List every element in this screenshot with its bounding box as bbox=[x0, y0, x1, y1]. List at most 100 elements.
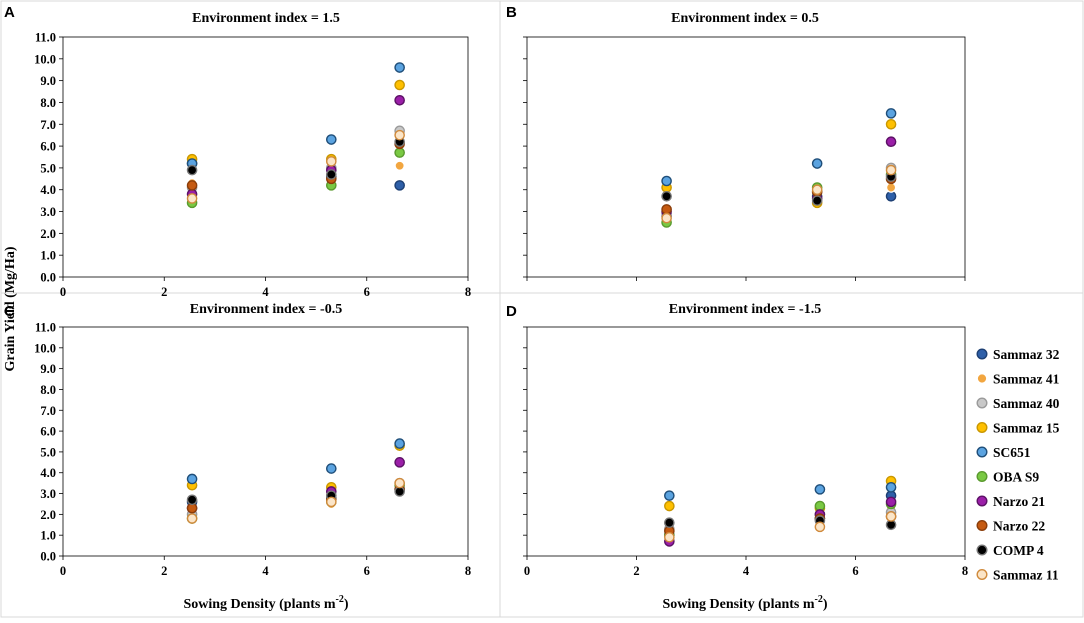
data-point-narzo-21 bbox=[394, 94, 405, 106]
y-tick-label: 7.0 bbox=[40, 404, 56, 418]
legend-item: Sammaz 11 bbox=[976, 568, 1059, 583]
x-tick-label: 4 bbox=[743, 564, 750, 578]
data-point-narzo-21 bbox=[885, 496, 897, 508]
legend-label: Narzo 21 bbox=[993, 494, 1045, 509]
data-point-sammaz-11 bbox=[394, 477, 405, 489]
panel-letter: A bbox=[4, 4, 15, 21]
legend-item: Sammaz 40 bbox=[976, 396, 1060, 411]
y-tick-label: 7.0 bbox=[40, 118, 56, 132]
legend-marker bbox=[976, 422, 988, 434]
legend-label: COMP 4 bbox=[993, 543, 1044, 558]
legend-item: Sammaz 32 bbox=[976, 347, 1060, 362]
data-point-narzo-21 bbox=[394, 457, 405, 468]
data-point-comp-4 bbox=[186, 494, 198, 506]
data-point-sc651 bbox=[661, 175, 672, 187]
data-point-sc651 bbox=[394, 62, 405, 73]
legend-label: Narzo 22 bbox=[993, 519, 1045, 534]
legend-marker bbox=[976, 569, 988, 581]
y-tick-label: 3.0 bbox=[40, 487, 56, 501]
plot-area bbox=[62, 326, 469, 557]
plot-area bbox=[62, 36, 469, 278]
legend-marker bbox=[976, 446, 988, 458]
legend-item: Narzo 21 bbox=[976, 494, 1045, 509]
panel-b: B Environment index = 0.5 bbox=[506, 4, 966, 281]
x-tick-label: 2 bbox=[161, 285, 167, 299]
plot-area bbox=[526, 36, 966, 278]
data-point-sammaz-11 bbox=[326, 496, 337, 508]
x-tick-label: 4 bbox=[262, 564, 269, 578]
x-tick-label: 0 bbox=[524, 564, 530, 578]
data-point-sammaz-11 bbox=[326, 156, 337, 167]
y-tick-label: 0.0 bbox=[40, 550, 56, 564]
data-point-sammaz-11 bbox=[885, 511, 897, 522]
panel-title: Environment index = -0.5 bbox=[190, 302, 342, 317]
panel-a: A Environment index = 1.5 0.0 1.0 2.0 3.0 4.0 5… bbox=[4, 4, 471, 299]
x-tick-label: 8 bbox=[465, 285, 471, 299]
data-point-sc651 bbox=[394, 438, 405, 449]
y-tick-label: 2.0 bbox=[40, 508, 56, 522]
legend-marker bbox=[976, 373, 988, 385]
y-axis-label: Grain Yield (Mg/Ha) bbox=[3, 246, 18, 371]
legend-marker bbox=[976, 471, 988, 483]
data-point-comp-4 bbox=[186, 164, 198, 176]
legend-label: Sammaz 40 bbox=[993, 396, 1060, 411]
legend-item: Sammaz 15 bbox=[976, 421, 1060, 436]
data-point-narzo-21 bbox=[885, 136, 897, 148]
data-point-sc651 bbox=[814, 484, 826, 495]
x-tick-label: 8 bbox=[962, 564, 968, 578]
y-tick-label: 5.0 bbox=[40, 445, 56, 459]
y-tick-label: 10.0 bbox=[34, 52, 56, 66]
panel-letter: B bbox=[506, 4, 517, 21]
legend-label: Sammaz 41 bbox=[993, 372, 1060, 387]
data-point-sammaz-32 bbox=[394, 180, 405, 191]
y-tick-label: 3.0 bbox=[40, 205, 56, 219]
x-tick-label: 0 bbox=[60, 564, 66, 578]
data-point-sammaz-15 bbox=[885, 118, 897, 130]
y-tick-label: 1.0 bbox=[40, 249, 56, 263]
y-tick-label: 9.0 bbox=[40, 74, 56, 88]
legend-marker bbox=[976, 348, 988, 360]
y-tick-label: 4.0 bbox=[40, 183, 56, 197]
legend-marker bbox=[976, 544, 988, 556]
data-point-sc651 bbox=[811, 158, 823, 169]
data-point-sc651 bbox=[186, 473, 198, 485]
legend-item: SC651 bbox=[976, 445, 1031, 460]
data-point-sc651 bbox=[885, 108, 897, 119]
data-point-comp-4 bbox=[664, 517, 675, 528]
data-point-sc651 bbox=[885, 481, 897, 493]
panel-d: D Environment index = -1.5 0 2 4 6 8 bbox=[506, 302, 968, 578]
legend-marker bbox=[976, 397, 988, 409]
legend-marker bbox=[976, 520, 988, 532]
y-tick-label: 1.0 bbox=[40, 529, 56, 543]
legend: Sammaz 32 Sammaz 41 Sammaz 40 Sammaz 15 SC65… bbox=[976, 347, 1060, 583]
legend-item: Sammaz 41 bbox=[976, 372, 1060, 387]
data-point-sammaz-11 bbox=[885, 164, 897, 176]
legend-item: OBA S9 bbox=[976, 470, 1039, 485]
x-tick-label: 6 bbox=[364, 285, 370, 299]
panels: A Environment index = 1.5 0.0 1.0 2.0 3.0 4.0 5… bbox=[4, 4, 968, 578]
y-tick-label: 11.0 bbox=[35, 31, 56, 45]
x-tick-label: 4 bbox=[262, 285, 269, 299]
data-point-sc651 bbox=[664, 490, 675, 501]
data-point-sammaz-11 bbox=[394, 129, 405, 141]
data-point-comp-4 bbox=[811, 195, 823, 206]
x-axis-label-d: Sowing Density (plants m-2) bbox=[662, 594, 827, 612]
data-point-sammaz-11 bbox=[186, 193, 198, 204]
legend-label: Sammaz 11 bbox=[993, 568, 1059, 583]
y-tick-label: 8.0 bbox=[40, 383, 56, 397]
y-tick-label: 8.0 bbox=[40, 96, 56, 110]
data-point-sammaz-11 bbox=[186, 513, 198, 524]
x-tick-label: 2 bbox=[161, 564, 167, 578]
x-tick-label: 0 bbox=[60, 285, 66, 299]
data-point-comp-4 bbox=[326, 169, 337, 180]
data-point-sammaz-15 bbox=[394, 79, 405, 91]
data-point-sammaz-11 bbox=[664, 531, 675, 543]
legend-item: Narzo 22 bbox=[976, 519, 1045, 534]
x-tick-label: 2 bbox=[633, 564, 639, 578]
legend-label: OBA S9 bbox=[993, 470, 1039, 485]
panel-c: C Environment index = -0.5 0.0 1.0 2.0 3.0 4.0… bbox=[4, 302, 471, 578]
data-point-sammaz-15 bbox=[664, 500, 675, 512]
